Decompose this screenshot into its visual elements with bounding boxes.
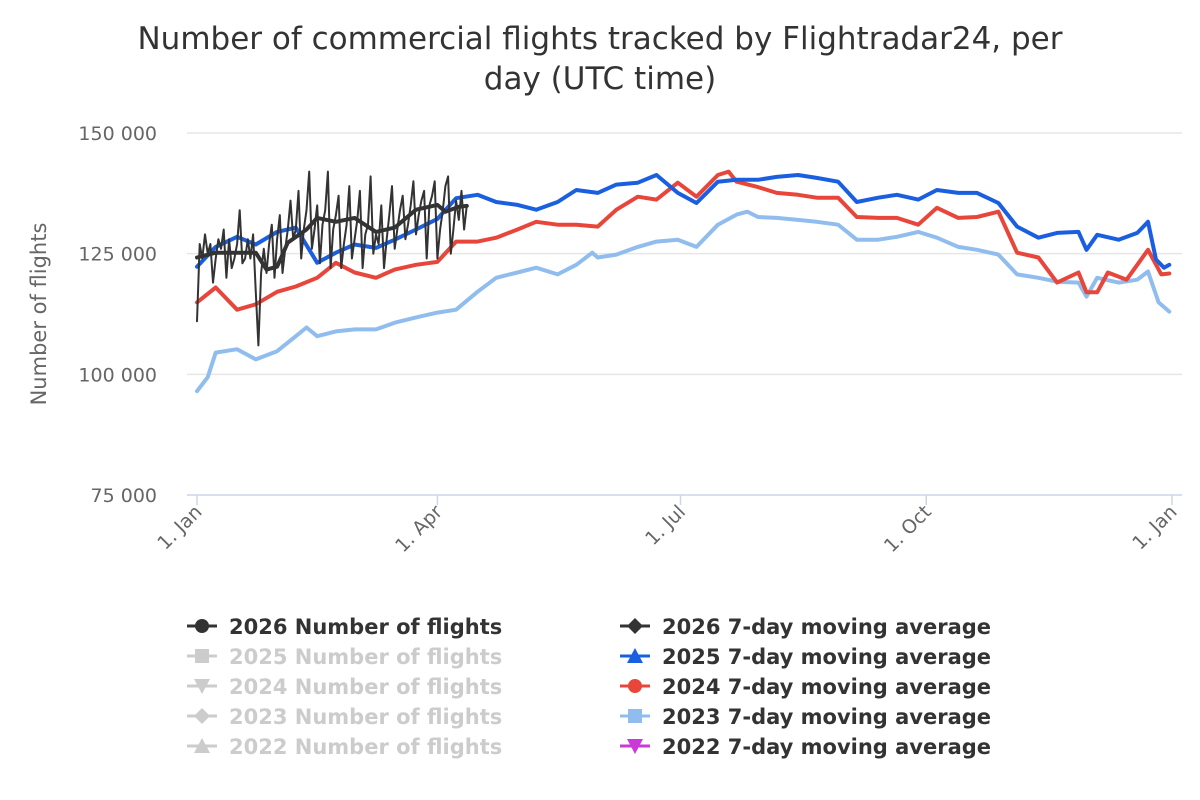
legend-item-2023-number-of-flights[interactable]: 2023 Number of flights bbox=[187, 705, 502, 729]
legend-label: 2023 7-day moving average bbox=[662, 705, 991, 729]
series-line-2023-7-day-moving-average bbox=[195, 209, 1172, 394]
legend-label: 2025 7-day moving average bbox=[662, 645, 991, 669]
y-axis-title: Number of flights bbox=[27, 223, 51, 406]
legend-label: 2022 7-day moving average bbox=[662, 735, 991, 759]
chart-title-line-1: Number of commercial flights tracked by … bbox=[137, 21, 1062, 57]
legend-item-2024-7-day-moving-average[interactable]: 2024 7-day moving average bbox=[620, 675, 991, 699]
legend-label: 2026 Number of flights bbox=[229, 615, 502, 639]
legend: 2026 Number of flights 2025 Number of fli… bbox=[187, 615, 991, 759]
legend-triangle-marker-icon bbox=[627, 648, 643, 663]
x-tick-label: 1. Jan bbox=[153, 501, 206, 554]
legend-triangle-down-marker-icon bbox=[194, 679, 210, 694]
legend-circle-marker-icon bbox=[628, 679, 642, 693]
legend-item-2025-7-day-moving-average[interactable]: 2025 7-day moving average bbox=[620, 645, 991, 669]
y-tick-label: 125 000 bbox=[78, 244, 157, 266]
legend-triangle-down-marker-icon bbox=[627, 739, 643, 754]
legend-item-2024-number-of-flights[interactable]: 2024 Number of flights bbox=[187, 675, 502, 699]
series-group bbox=[195, 169, 1172, 394]
series-line-2024-7-day-moving-average bbox=[195, 169, 1172, 312]
legend-diamond-marker-icon bbox=[194, 708, 210, 724]
x-tick-label: 1. Oct bbox=[880, 501, 936, 557]
legend-item-2022-7-day-moving-average[interactable]: 2022 7-day moving average bbox=[620, 735, 991, 759]
x-tick-label: 1. Jan bbox=[1128, 501, 1181, 554]
legend-label: 2023 Number of flights bbox=[229, 705, 502, 729]
legend-item-2025-number-of-flights[interactable]: 2025 Number of flights bbox=[187, 645, 502, 669]
y-tick-label: 100 000 bbox=[78, 364, 157, 386]
series-line-2026-number-of-flights bbox=[196, 170, 468, 347]
legend-label: 2026 7-day moving average bbox=[662, 615, 991, 639]
legend-label: 2024 7-day moving average bbox=[662, 675, 991, 699]
legend-item-2026-7-day-moving-average[interactable]: 2026 7-day moving average bbox=[620, 615, 991, 639]
x-tick-label: 1. Jul bbox=[641, 501, 690, 550]
legend-item-2026-number-of-flights[interactable]: 2026 Number of flights bbox=[187, 615, 502, 639]
legend-label: 2025 Number of flights bbox=[229, 645, 502, 669]
legend-circle-marker-icon bbox=[195, 619, 209, 633]
legend-triangle-marker-icon bbox=[194, 738, 210, 753]
x-axis-ticks: 1. Jan 1. Apr 1. Jul 1. Oct 1. Jan bbox=[153, 495, 1182, 557]
legend-square-marker-icon bbox=[628, 709, 642, 723]
y-axis-ticks: 75 000 100 000 125 000 150 000 bbox=[78, 123, 157, 507]
legend-diamond-marker-icon bbox=[627, 618, 643, 634]
legend-square-marker-icon bbox=[195, 649, 209, 663]
series-line-2026-7-day-moving-average bbox=[195, 202, 469, 272]
legend-item-2022-number-of-flights[interactable]: 2022 Number of flights bbox=[187, 735, 502, 759]
legend-item-2023-7-day-moving-average[interactable]: 2023 7-day moving average bbox=[620, 705, 991, 729]
x-tick-label: 1. Apr bbox=[391, 501, 447, 557]
chart-title-line-2: day (UTC time) bbox=[484, 61, 716, 97]
y-tick-label: 75 000 bbox=[91, 485, 157, 507]
legend-label: 2024 Number of flights bbox=[229, 675, 502, 699]
legend-label: 2022 Number of flights bbox=[229, 735, 502, 759]
series-line-2025-7-day-moving-average bbox=[195, 173, 1172, 270]
y-tick-label: 150 000 bbox=[78, 123, 157, 145]
